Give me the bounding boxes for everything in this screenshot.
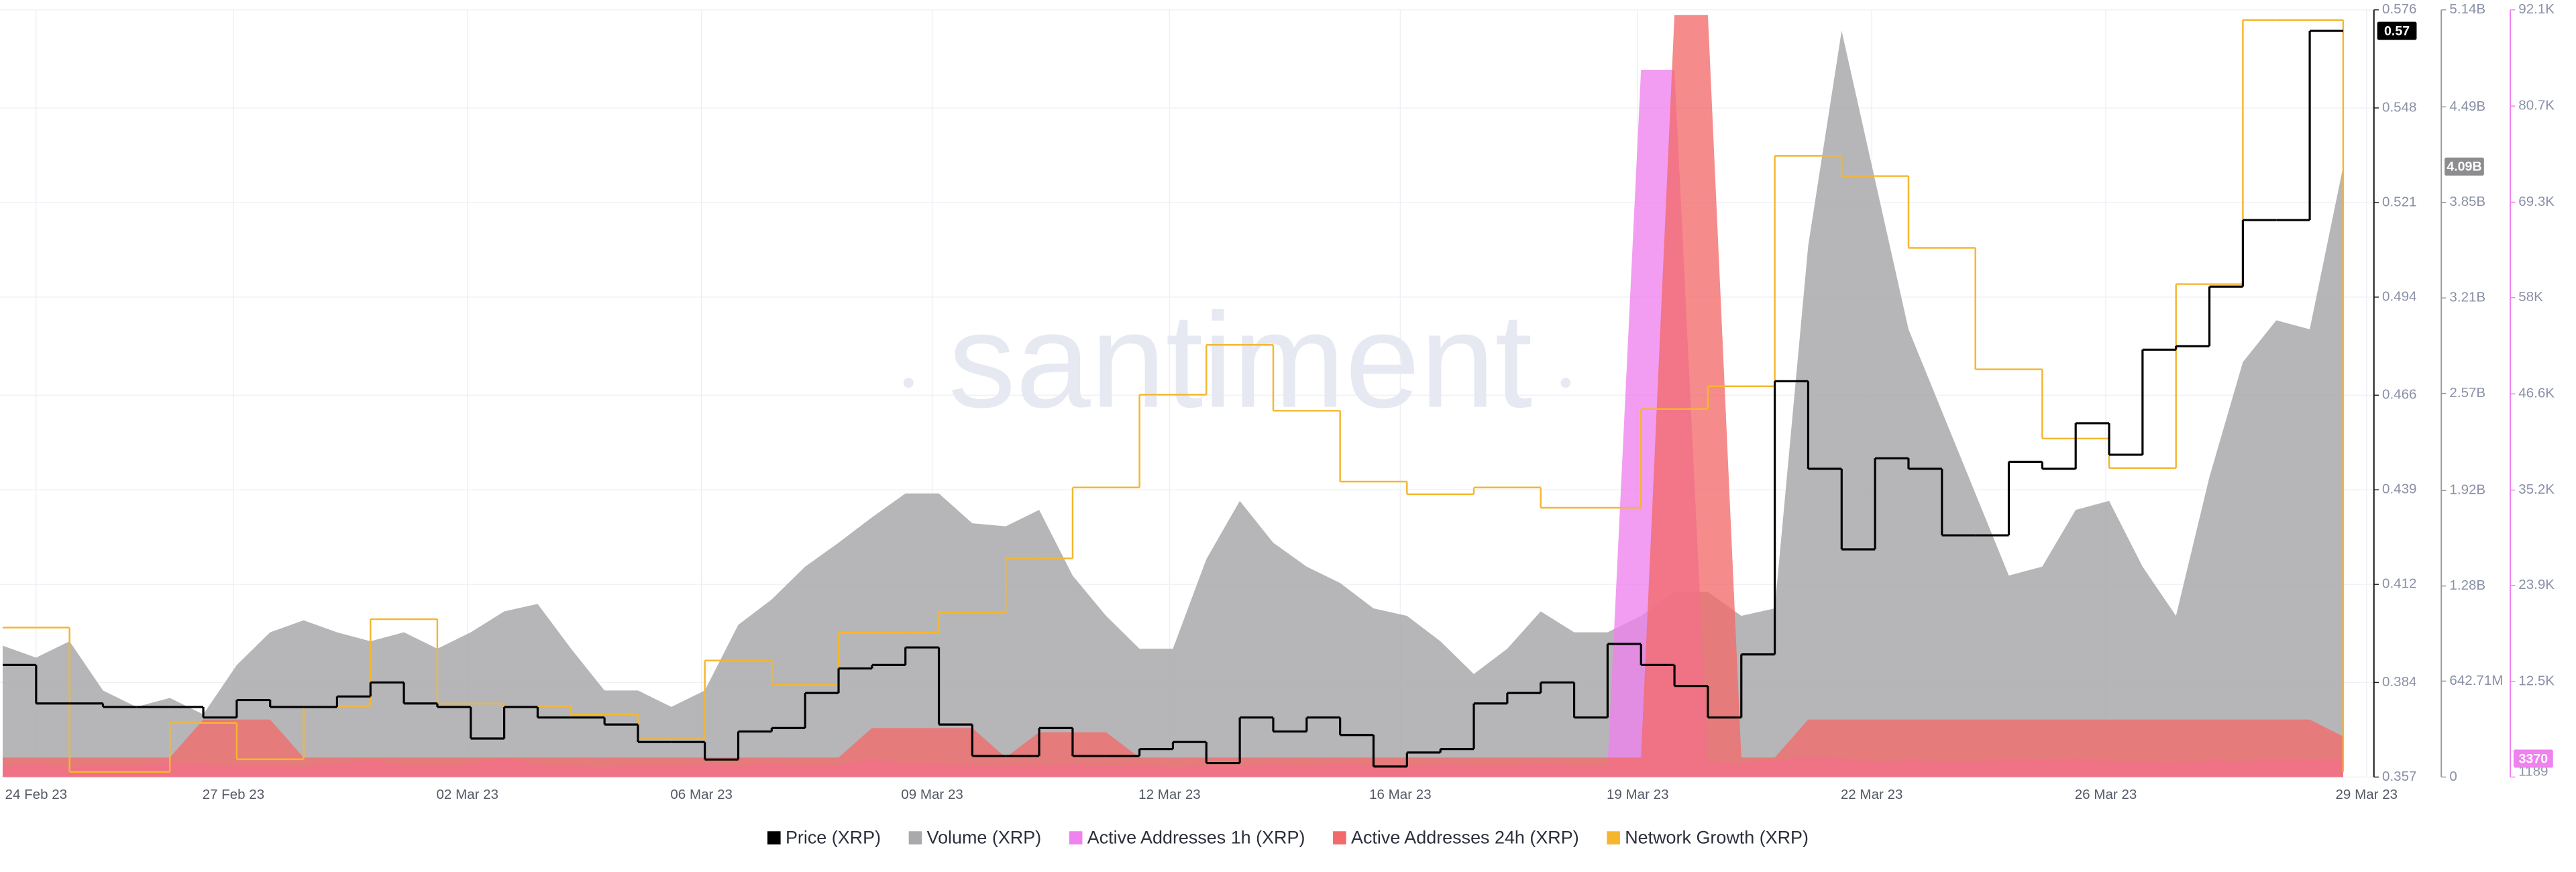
y2-tick-label: 3.21B [2449,290,2485,305]
legend-swatch [1333,831,1346,844]
legend-item[interactable]: Price (XRP) [767,827,881,847]
y-tick-label: 0.548 [2382,99,2416,115]
badge-text: 3370 [2519,751,2548,766]
legend-text: Active Addresses 24h (XRP) [1351,827,1579,847]
badge-box [2513,749,2553,768]
y-tick-label: 0.384 [2382,674,2416,690]
legend-item[interactable]: Network Growth (XRP) [1607,827,1809,847]
y2-tick-label: 4.49B [2449,99,2485,114]
watermark-text: santiment [949,285,1533,436]
y-tick-label: 0.439 [2382,482,2416,497]
y3-tick-label: 23.9K [2518,577,2555,592]
y2-tick-label: 0 [2449,769,2457,784]
y2-tick-label: 642.71M [2449,673,2503,688]
x-tick-label: 27 Feb 23 [203,787,265,802]
badge-box [2377,21,2417,40]
legend-text: Price (XRP) [786,827,881,847]
legend-item[interactable]: Active Addresses 1h (XRP) [1069,827,1305,847]
y2-tick-label: 1.28B [2449,578,2485,593]
y3-tick-label: 58K [2518,289,2543,305]
legend-text: Network Growth (XRP) [1625,827,1809,847]
y-tick-label: 0.494 [2382,288,2416,304]
x-tick-label: 19 Mar 23 [1607,787,1669,802]
y3-tick-label: 35.2K [2518,482,2555,497]
x-tick-label: 06 Mar 23 [670,787,733,802]
legend-item[interactable]: Active Addresses 24h (XRP) [1333,827,1579,847]
x-tick-label: 24 Feb 23 [5,787,68,802]
x-tick-label: 22 Mar 23 [1841,787,1903,802]
x-tick-label: 09 Mar 23 [901,787,963,802]
y2-tick-label: 1.92B [2449,482,2485,498]
last-value-badge: 3370 [2513,749,2553,768]
legend-swatch [1607,831,1620,844]
legend-text: Active Addresses 1h (XRP) [1087,827,1305,847]
y3-tick-label: 92.1K [2518,1,2555,17]
y-tick-label: 0.357 [2382,769,2416,784]
legend-item[interactable]: Volume (XRP) [908,827,1042,847]
legend: Price (XRP) Volume (XRP) Active Addresses … [767,827,1809,847]
x-tick-label: 16 Mar 23 [1369,787,1432,802]
badge-text: 0.57 [2384,23,2410,38]
watermark-dot [1560,378,1571,388]
y-tick-label: 0.466 [2382,387,2416,402]
badge-text: 4.09B [2447,160,2481,174]
legend-text: Volume (XRP) [927,827,1042,847]
badge-box [2445,157,2484,176]
y3-tick-label: 46.6K [2518,386,2555,401]
last-value-badge: 4.09B [2445,157,2484,176]
y2-tick-label: 2.57B [2449,385,2485,400]
last-value-badge: 0.57 [2377,21,2417,40]
y-tick-label: 0.576 [2382,1,2416,17]
y2-tick-label: 5.14B [2449,1,2485,17]
y3-tick-label: 69.3K [2518,194,2555,209]
plot [2,15,2345,777]
x-tick-label: 02 Mar 23 [436,787,498,802]
legend-swatch [1069,831,1083,844]
y3-tick-label: 12.5K [2518,673,2555,689]
x-tick-label: 12 Mar 23 [1138,787,1201,802]
y2-tick-label: 3.85B [2449,194,2485,209]
y-tick-label: 0.521 [2382,194,2416,209]
legend-swatch [908,831,922,844]
y-tick-label: 0.412 [2382,576,2416,592]
legend-swatch [767,831,781,844]
watermark: santiment [903,285,1571,436]
watermark-dot [903,378,914,388]
y3-tick-label: 80.7K [2518,98,2555,113]
axes: 24 Feb 23 27 Feb 23 02 Mar 23 06 Mar 23 09 M… [5,1,2555,802]
x-tick-label: 26 Mar 23 [2075,787,2137,802]
x-tick-label: 29 Mar 23 [2336,787,2398,802]
